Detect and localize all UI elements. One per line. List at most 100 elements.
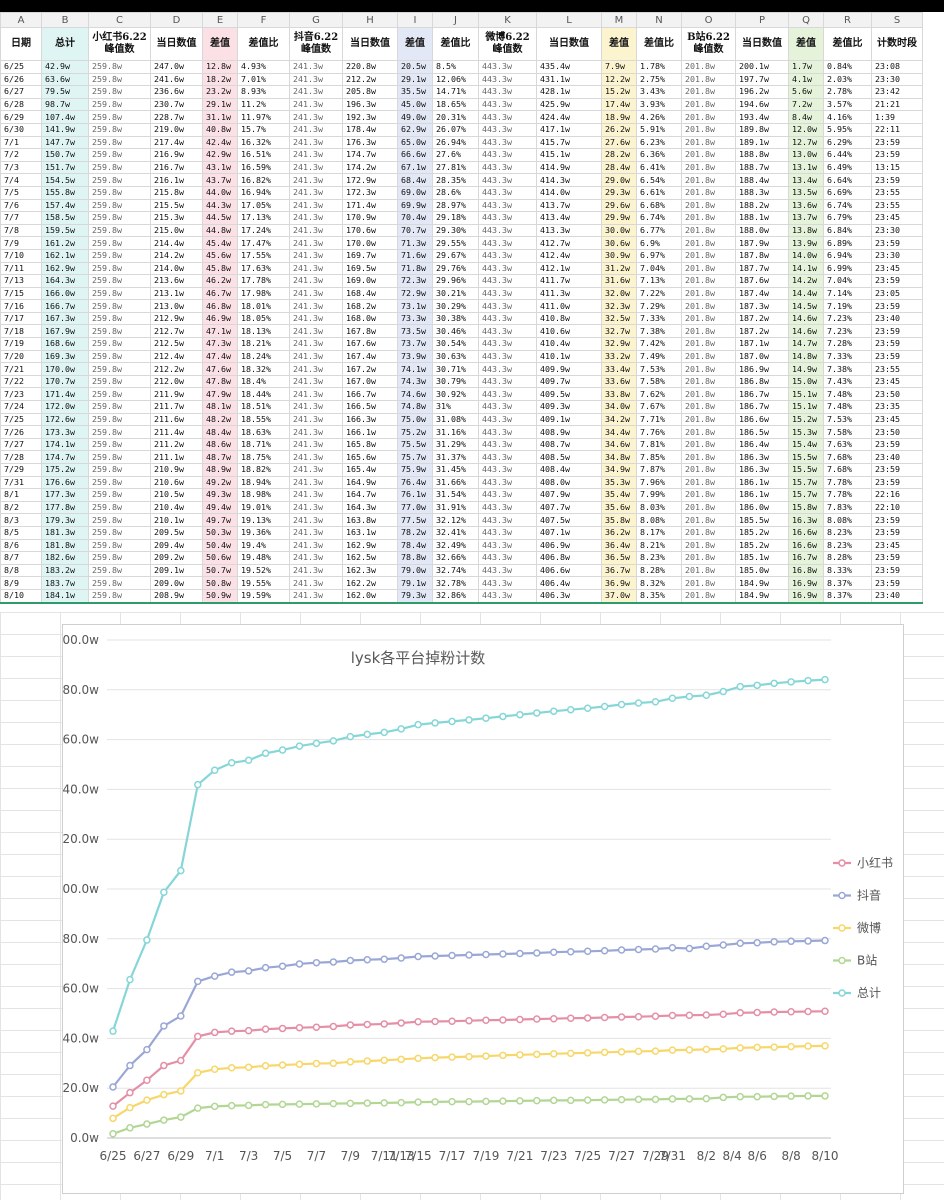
column-header[interactable]: 当日数值 <box>342 27 398 61</box>
table-cell[interactable]: 167.8w <box>342 324 398 339</box>
table-cell[interactable]: 259.8w <box>88 286 151 301</box>
table-cell[interactable]: 6.99% <box>823 261 872 276</box>
data-point[interactable] <box>397 1019 405 1027</box>
data-point[interactable] <box>770 1043 778 1051</box>
table-cell[interactable]: 33.6w <box>601 374 637 389</box>
data-point[interactable] <box>533 949 541 957</box>
data-point[interactable] <box>787 1042 795 1051</box>
column-header[interactable]: 小红书6.22 峰值数 <box>88 27 151 61</box>
table-cell[interactable]: 174.2w <box>342 160 398 175</box>
table-cell[interactable]: 30.79% <box>432 374 479 389</box>
column-letter[interactable]: R <box>823 12 872 28</box>
table-cell[interactable]: 201.8w <box>681 425 736 439</box>
table-cell[interactable]: 211.4w <box>150 425 203 439</box>
data-point[interactable] <box>261 963 270 972</box>
table-cell[interactable]: 173.3w <box>41 425 89 439</box>
data-point[interactable] <box>380 1056 388 1065</box>
table-cell[interactable]: 29.55% <box>432 236 479 250</box>
table-cell[interactable]: 259.8w <box>88 387 151 402</box>
data-point[interactable] <box>295 1100 304 1108</box>
table-cell[interactable]: 7.67% <box>636 400 682 414</box>
table-cell[interactable]: 76.1w <box>397 488 433 502</box>
table-cell[interactable]: 186.1w <box>735 475 789 490</box>
table-cell[interactable]: 201.8w <box>681 437 736 452</box>
table-cell[interactable]: 7/17 <box>0 311 42 326</box>
table-cell[interactable]: 212.9w <box>150 311 203 326</box>
data-point[interactable] <box>346 732 355 741</box>
table-cell[interactable]: 170.9w <box>342 211 398 225</box>
table-cell[interactable]: 13.7w <box>788 211 824 225</box>
data-point[interactable] <box>380 728 388 737</box>
table-cell[interactable]: 8/5 <box>0 525 42 540</box>
data-point[interactable] <box>194 1104 202 1112</box>
table-cell[interactable]: 36.4w <box>601 538 637 553</box>
table-cell[interactable]: 8.08% <box>823 513 872 527</box>
table-cell[interactable]: 19.01% <box>237 500 290 515</box>
data-point[interactable] <box>533 1015 541 1023</box>
table-cell[interactable]: 22:11 <box>871 122 923 137</box>
table-cell[interactable]: 172.3w <box>342 185 398 200</box>
table-cell[interactable]: 172.6w <box>41 412 89 427</box>
data-point[interactable] <box>753 1008 761 1017</box>
table-cell[interactable]: 35.3w <box>601 475 637 490</box>
table-cell[interactable]: 406.6w <box>536 563 602 578</box>
data-point[interactable] <box>244 967 253 975</box>
table-cell[interactable]: 15.2w <box>601 85 637 99</box>
data-point[interactable] <box>109 1102 117 1110</box>
table-cell[interactable]: 23:40 <box>871 588 923 604</box>
data-point[interactable] <box>533 709 541 717</box>
table-cell[interactable]: 13.9w <box>788 236 824 250</box>
data-point[interactable] <box>617 1013 626 1021</box>
table-cell[interactable]: 8/3 <box>0 513 42 527</box>
column-letter[interactable]: J <box>432 12 479 28</box>
table-cell[interactable]: 259.8w <box>88 551 151 565</box>
data-point[interactable] <box>516 1015 524 1024</box>
table-cell[interactable]: 3.43% <box>636 85 682 99</box>
table-cell[interactable]: 42.4w <box>202 135 238 150</box>
table-cell[interactable]: 30.46% <box>432 324 479 339</box>
table-cell[interactable]: 23:45 <box>871 211 923 225</box>
table-cell[interactable]: 201.8w <box>681 274 736 288</box>
table-cell[interactable]: 188.4w <box>735 173 789 187</box>
column-letter[interactable]: Q <box>788 12 824 28</box>
table-cell[interactable]: 34.9w <box>601 463 637 477</box>
table-cell[interactable]: 201.8w <box>681 85 736 99</box>
table-cell[interactable]: 79.3w <box>397 588 433 604</box>
data-point[interactable] <box>702 691 711 700</box>
table-cell[interactable]: 6.79% <box>823 211 872 225</box>
data-point[interactable] <box>380 1020 388 1028</box>
table-cell[interactable]: 211.6w <box>150 412 203 427</box>
table-cell[interactable]: 47.9w <box>202 387 238 402</box>
table-cell[interactable]: 23:50 <box>871 425 923 439</box>
table-cell[interactable]: 159.5w <box>41 223 89 238</box>
table-cell[interactable]: 23:59 <box>871 475 923 490</box>
table-cell[interactable]: 259.8w <box>88 337 151 351</box>
table-cell[interactable]: 169.7w <box>342 248 398 263</box>
table-cell[interactable]: 7/19 <box>0 337 42 351</box>
table-cell[interactable]: 192.3w <box>342 110 398 124</box>
table-cell[interactable]: 71.6w <box>397 248 433 263</box>
table-cell[interactable]: 443.3w <box>478 160 537 175</box>
table-cell[interactable]: 6/27 <box>0 85 42 99</box>
table-cell[interactable]: 201.8w <box>681 525 736 540</box>
table-cell[interactable]: 15.3w <box>788 425 824 439</box>
column-letter[interactable]: C <box>88 12 151 28</box>
table-cell[interactable]: 7/26 <box>0 425 42 439</box>
table-cell[interactable]: 408.0w <box>536 475 602 490</box>
table-cell[interactable]: 259.8w <box>88 412 151 427</box>
table-cell[interactable]: 8.33% <box>823 563 872 578</box>
table-cell[interactable]: 7/18 <box>0 324 42 339</box>
table-cell[interactable]: 407.7w <box>536 500 602 515</box>
table-cell[interactable]: 6.61% <box>636 185 682 200</box>
table-cell[interactable]: 417.1w <box>536 122 602 137</box>
table-cell[interactable]: 23:59 <box>871 135 923 150</box>
table-cell[interactable]: 30.63% <box>432 349 479 364</box>
table-cell[interactable]: 259.8w <box>88 563 151 578</box>
data-point[interactable] <box>160 1061 168 1070</box>
table-cell[interactable]: 18.44% <box>237 387 290 402</box>
table-cell[interactable]: 6.9% <box>636 236 682 250</box>
table-cell[interactable]: 14.1w <box>788 261 824 276</box>
table-cell[interactable]: 241.3w <box>289 311 343 326</box>
table-cell[interactable]: 6.74% <box>636 211 682 225</box>
table-cell[interactable]: 161.2w <box>41 236 89 250</box>
